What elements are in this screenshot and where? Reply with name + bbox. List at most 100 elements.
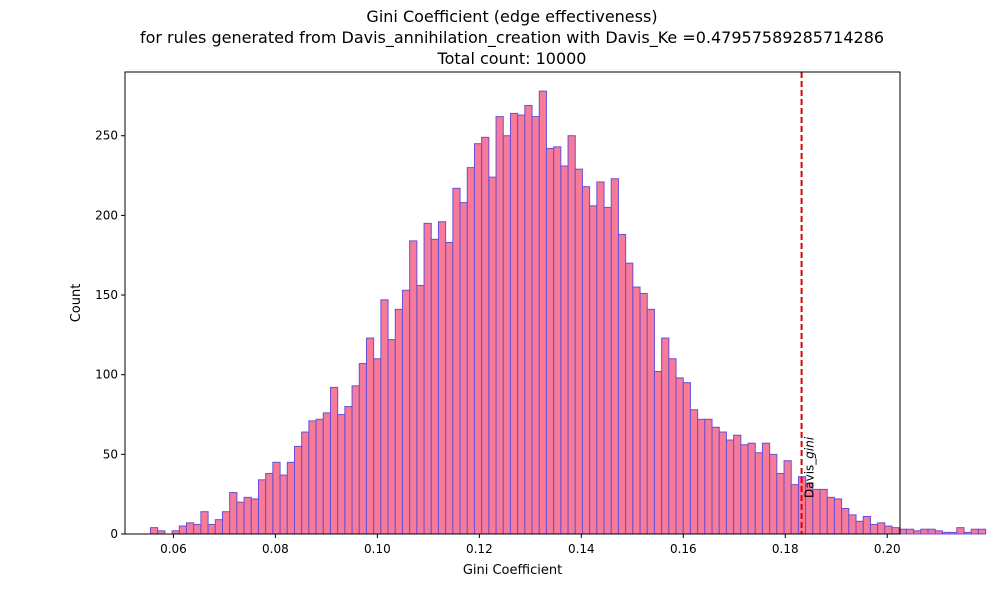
histogram-bar (740, 444, 749, 535)
histogram-bar (941, 531, 951, 535)
histogram-bar (589, 205, 598, 535)
histogram-bar (257, 479, 267, 535)
histogram-bar (553, 146, 562, 535)
histogram-bar (272, 461, 281, 535)
histogram-bar (308, 420, 317, 535)
histogram-bar (646, 308, 655, 535)
reference-line-label: Davis_gini (803, 436, 817, 498)
histogram-bar (949, 531, 958, 535)
y-tick-label: 250 (95, 129, 118, 143)
x-tick-label: 0.20 (874, 542, 901, 556)
histogram-bar (891, 527, 900, 535)
histogram-bar (401, 289, 411, 535)
histogram-bar (560, 165, 569, 535)
histogram-bar (437, 221, 447, 535)
histogram-bar (517, 114, 526, 535)
histogram-bar (610, 178, 619, 535)
histogram-bar (819, 488, 828, 535)
histogram-bar (265, 472, 274, 535)
histogram-bar (200, 511, 209, 535)
histogram-bar (927, 528, 936, 535)
histogram-bar (754, 452, 763, 535)
histogram-bar (790, 484, 799, 535)
histogram-bar (329, 386, 339, 535)
histogram-bar (315, 418, 324, 535)
histogram-bars (149, 90, 987, 535)
histogram-bar (473, 143, 483, 535)
chart-title-line-3: Total count: 10000 (437, 49, 587, 68)
histogram-bar (286, 461, 295, 535)
histogram-bar (387, 339, 396, 535)
histogram-bar (963, 531, 972, 535)
histogram-bar (178, 525, 187, 535)
histogram-bar (416, 284, 425, 535)
histogram-bar (977, 528, 987, 535)
histogram-bar (495, 116, 504, 535)
histogram-bar (725, 439, 735, 535)
histogram-bar (733, 434, 742, 535)
histogram-bar (697, 418, 706, 535)
x-axis-ticks: 0.06 0.08 0.10 0.12 0.14 0.16 0.18 0.20 (160, 534, 901, 556)
histogram-bar (783, 460, 792, 535)
histogram-bar (603, 206, 612, 535)
histogram-bar (625, 262, 634, 535)
x-tick-label: 0.10 (364, 542, 391, 556)
x-tick-label: 0.08 (262, 542, 289, 556)
histogram-bar (617, 234, 627, 535)
histogram-bar (632, 286, 641, 535)
histogram-bar (538, 90, 547, 535)
histogram-bar (531, 116, 540, 535)
y-tick-label: 100 (95, 368, 118, 382)
histogram-bar (920, 528, 929, 535)
histogram-bar (776, 472, 785, 535)
histogram-bar (149, 527, 159, 535)
histogram-bar (293, 445, 303, 535)
histogram-bar (365, 337, 375, 535)
histogram-bar (207, 523, 216, 535)
histogram-bar (358, 363, 367, 535)
chart-title-line-1: Gini Coefficient (edge effectiveness) (366, 7, 658, 26)
histogram-bar (380, 299, 389, 535)
histogram-bar (574, 168, 583, 535)
chart-title: Gini Coefficient (edge effectiveness) fo… (0, 6, 1000, 69)
histogram-bar (545, 147, 555, 535)
x-tick-label: 0.18 (772, 542, 799, 556)
histogram-bar (229, 492, 238, 535)
x-tick-label: 0.16 (670, 542, 697, 556)
histogram-bar (747, 442, 756, 535)
y-tick-label: 50 (103, 447, 118, 461)
histogram-bar (833, 498, 843, 535)
histogram-bar (488, 176, 497, 535)
histogram-bar (848, 514, 857, 535)
histogram-bar (661, 337, 670, 535)
x-tick-label: 0.06 (160, 542, 187, 556)
y-axis-label: Count (69, 284, 84, 323)
histogram-bar (502, 135, 511, 535)
histogram-bar (185, 522, 195, 535)
histogram-bar (344, 406, 353, 535)
histogram-bar (351, 385, 360, 535)
histogram-bar (409, 240, 418, 535)
histogram-bar (524, 104, 533, 535)
histogram-bar (869, 523, 879, 535)
histogram-bar (675, 377, 684, 535)
histogram-bar (761, 442, 771, 535)
histogram-bar (970, 528, 979, 535)
histogram-bar (193, 523, 202, 535)
histogram-bar (430, 238, 439, 535)
histogram-bar (445, 241, 454, 535)
histogram-bar (459, 202, 468, 535)
histogram-bar (279, 474, 288, 535)
histogram-bar (243, 496, 252, 535)
histogram-bar (596, 181, 605, 535)
histogram-bar (653, 371, 663, 535)
histogram-bar (934, 530, 943, 535)
histogram-bar (862, 515, 871, 535)
histogram-bar (481, 136, 490, 535)
x-tick-label: 0.12 (466, 542, 493, 556)
histogram-bar (423, 222, 432, 535)
histogram-bar (689, 409, 699, 535)
histogram-bar (567, 135, 576, 535)
histogram-bar (855, 520, 864, 535)
